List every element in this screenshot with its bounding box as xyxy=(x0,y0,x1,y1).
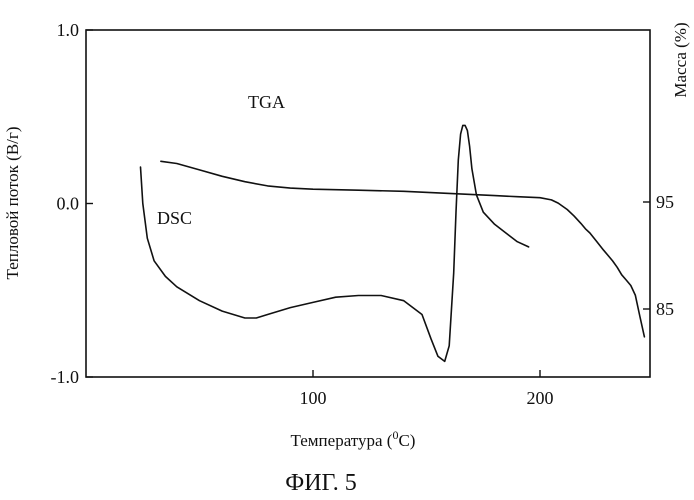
y-axis-right-title: Масса (%) xyxy=(671,22,690,97)
x-axis-title-unit: C) xyxy=(398,431,415,450)
x-axis-title-main: Температура ( xyxy=(291,431,393,450)
x-tick-label-0: 100 xyxy=(300,388,327,408)
series-tga-line xyxy=(161,161,645,336)
y-right-tick-label-0: 95 xyxy=(656,192,674,212)
x-axis-title: Температура (0C) xyxy=(291,428,416,450)
y-left-tick-label-2: -1.0 xyxy=(51,367,80,387)
y-left-tick-label-0: 1.0 xyxy=(57,20,80,40)
series-label-dsc: DSC xyxy=(157,208,192,228)
ticks xyxy=(86,30,650,377)
figure-label: ФИГ. 5 xyxy=(285,470,356,496)
series-labels: DSC TGA xyxy=(157,92,285,228)
plot-frame xyxy=(86,30,650,377)
x-tick-label-1: 200 xyxy=(527,388,554,408)
series-dsc-line xyxy=(141,125,529,361)
series-label-tga: TGA xyxy=(248,92,285,112)
y-right-tick-label-1: 85 xyxy=(656,299,674,319)
y-axis-left-title: Тепловой поток (В/г) xyxy=(3,126,22,279)
y-left-tick-label-1: 0.0 xyxy=(57,194,80,214)
curves xyxy=(141,125,645,361)
